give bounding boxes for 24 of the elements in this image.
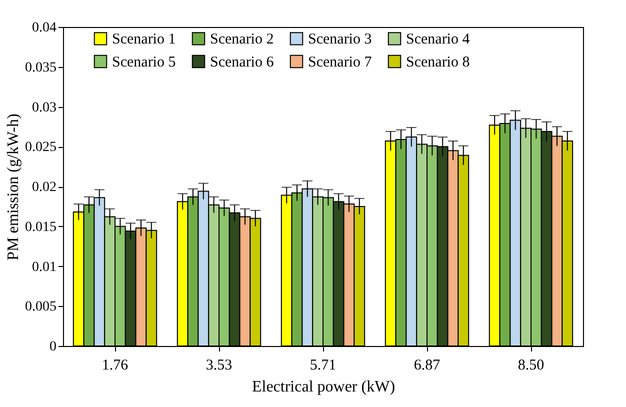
legend-label: Scenario 1: [112, 32, 176, 48]
legend-label: Scenario 2: [210, 32, 274, 48]
y-tick-label: 0.03: [32, 100, 56, 116]
legend-label: Scenario 5: [112, 54, 176, 70]
y-tick-label: 0: [50, 340, 56, 354]
x-tick-label: 5.71: [310, 358, 336, 374]
legend-label: Scenario 8: [406, 54, 470, 70]
y-tick-label: 0.035: [25, 60, 56, 76]
legend-label: Scenario 6: [210, 54, 274, 70]
legend-label: Scenario 3: [308, 32, 372, 48]
y-tick-label: 0.04: [32, 20, 56, 36]
y-axis-title: PM emission (g/kW-h): [5, 114, 22, 260]
y-tick-label: 0.025: [25, 140, 56, 156]
x-tick-label: 1.76: [102, 358, 129, 374]
x-axis-title: Electrical power (kW): [252, 378, 396, 396]
x-tick-label: 8.50: [518, 358, 544, 374]
y-tick-label: 0.02: [32, 180, 56, 195]
x-tick-label: 6.87: [414, 358, 441, 374]
y-tick-label: 0.005: [25, 300, 56, 315]
legend-label: Scenario 7: [308, 54, 372, 70]
y-tick-label: 0.015: [25, 220, 56, 235]
legend-label: Scenario 4: [406, 32, 470, 48]
y-tick-label: 0.01: [32, 260, 56, 275]
x-tick-label: 3.53: [206, 358, 232, 374]
